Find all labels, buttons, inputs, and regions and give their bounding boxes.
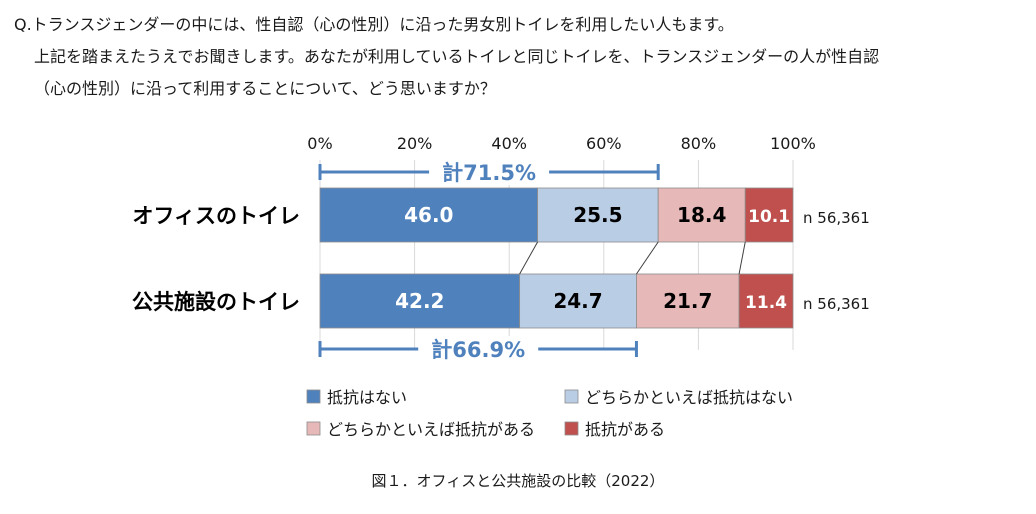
total-label-background — [429, 159, 550, 185]
connector-line — [636, 241, 659, 275]
bar-segment — [657, 187, 746, 243]
legend-label: どちらかといえば抵抗がある — [327, 420, 535, 439]
bar-segment — [519, 273, 637, 329]
data-label: 18.4 — [677, 203, 726, 227]
x-tick-label: 80% — [681, 134, 717, 153]
stacked-bar-chart: 0% 20% 40% 60% 80% 100% 46.0 25.5 18.4 10.1 オフィスのト… — [132, 134, 870, 439]
question-line-1: Q.トランスジェンダーの中には、性自認（心の性別）に沿った男女別トイレを利用した… — [14, 15, 734, 34]
connector-line — [738, 241, 746, 275]
category-label: オフィスのトイレ — [132, 204, 300, 228]
figure-caption: 図１．オフィスと公共施設の比較（2022） — [371, 472, 665, 490]
legend-swatch — [306, 421, 321, 436]
question-line-2: 上記を踏まえたうえでお聞きします。あなたが利用しているトイレと同じトイレを、トラ… — [34, 47, 880, 66]
category-label: 公共施設のトイレ — [132, 290, 300, 314]
connector-line — [519, 241, 539, 275]
bar-segment — [744, 187, 794, 243]
data-label: 42.2 — [395, 289, 444, 313]
x-tick-label: 20% — [397, 134, 433, 153]
data-label: 10.1 — [748, 207, 790, 227]
bar-segment — [636, 273, 740, 329]
legend-swatch — [306, 389, 321, 404]
legend-label: どちらかといえば抵抗はない — [585, 388, 793, 407]
legend-swatch — [564, 389, 579, 404]
question-line-3: （心の性別）に沿って利用することについて、どう思いますか？ — [34, 79, 496, 98]
x-tick-label: 60% — [586, 134, 622, 153]
bar-segment — [319, 187, 538, 243]
legend-label: 抵抗はない — [327, 388, 407, 407]
bar-segment — [537, 187, 659, 243]
total-label: 計71.5% — [442, 161, 536, 185]
bar-segment — [738, 273, 794, 329]
x-tick-label: 100% — [770, 134, 816, 153]
legend-label: 抵抗がある — [585, 420, 665, 439]
x-tick-label: 40% — [491, 134, 527, 153]
data-label: 11.4 — [745, 293, 787, 313]
legend-swatch — [564, 421, 579, 436]
data-label: 25.5 — [573, 203, 622, 227]
total-label-background — [418, 336, 539, 362]
sample-size-label: n 56,361 — [803, 295, 870, 313]
data-label: 21.7 — [663, 289, 712, 313]
bar-segment — [319, 273, 521, 329]
data-label: 24.7 — [553, 289, 602, 313]
sample-size-label: n 56,361 — [803, 209, 870, 227]
x-tick-label: 0% — [307, 134, 332, 153]
data-label: 46.0 — [404, 203, 453, 227]
total-label: 計66.9% — [431, 338, 525, 362]
